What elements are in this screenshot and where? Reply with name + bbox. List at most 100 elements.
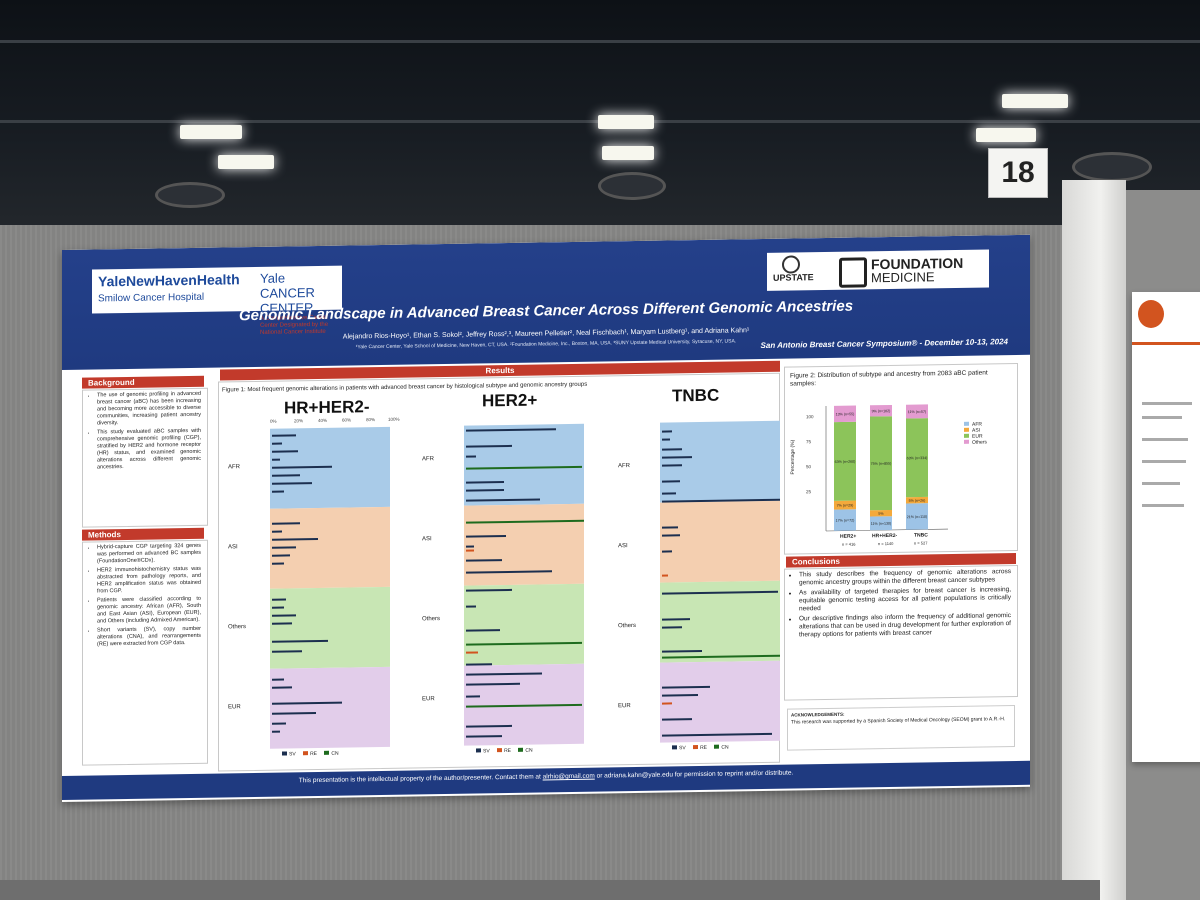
adjacent-poster-text-line: [1142, 416, 1182, 419]
conclusions-bullets: This study describes the frequency of ge…: [785, 566, 1017, 640]
gene-bar: [466, 605, 476, 608]
conclusion-bullet: As availability of targeted therapies fo…: [799, 586, 1011, 613]
foundation-medicine-logo: FOUNDATION MEDICINE: [871, 255, 963, 286]
axis-tick: 80%: [366, 417, 376, 423]
category-label: HR+HER2-: [872, 532, 898, 540]
gene-bar: [272, 450, 298, 453]
fm-word-2: MEDICINE: [871, 269, 935, 286]
y-tick: 50: [806, 464, 812, 470]
legend-item-others: Others: [964, 439, 987, 446]
adjacent-poster-text-line: [1142, 438, 1188, 441]
gene-bar: [272, 606, 284, 609]
sv-swatch: [672, 745, 677, 750]
gene-bar: [272, 537, 318, 541]
panel-tnbc: AFR ASI Others EUR: [618, 420, 780, 746]
y-tick: 75: [806, 439, 812, 445]
segment-label: 75% (n=855): [871, 462, 892, 466]
floor: [0, 880, 1100, 900]
adjacent-poster-logo-icon: [1138, 300, 1164, 328]
gene-bar: [272, 722, 286, 725]
gene-bar: [662, 464, 682, 467]
gene-bar: [466, 663, 492, 666]
gene-bar: [272, 639, 328, 643]
gene-bar: [466, 549, 474, 552]
re-swatch: [693, 745, 699, 750]
legend-cn: CN: [525, 747, 533, 754]
adjacent-poster-text-line: [1142, 504, 1184, 507]
conclusion-bullet: Our descriptive findings also inform the…: [799, 612, 1011, 639]
gene-bar: [662, 492, 676, 495]
category-count: n = 416: [842, 541, 856, 547]
gene-bar: [466, 559, 502, 562]
legend-re: RE: [700, 744, 708, 751]
gene-bar: [662, 626, 682, 629]
legend-cn: CN: [721, 744, 729, 751]
smilow-logo: Smilow Cancer Hospital: [98, 291, 205, 305]
methods-bullet: Short variants (SV), copy number alterat…: [97, 626, 201, 649]
axis-tick: 100%: [388, 416, 400, 422]
gene-bar: [662, 550, 672, 553]
panel-bars: [272, 434, 342, 733]
stacked-bar-segment-eur: [834, 421, 856, 501]
gene-bar: [466, 695, 480, 698]
stacked-bar-segment-eur: [870, 416, 892, 511]
adjacent-poster: [1132, 292, 1200, 762]
methods-bullet: Hybrid-capture CGP targeting 324 genes w…: [97, 543, 201, 566]
figure1-legend: SV RE CN: [470, 748, 533, 755]
gene-bar: [466, 588, 512, 592]
background-bullets: The use of genomic profiling in advanced…: [83, 389, 207, 472]
footer-email-link[interactable]: alrhio@gmail.com: [542, 772, 595, 781]
ceiling-light: [598, 115, 654, 129]
stacked-bar-segment-eur: [906, 418, 928, 498]
gene-bar: [662, 649, 702, 653]
methods-bullets: Hybrid-capture CGP targeting 324 genes w…: [83, 541, 207, 649]
ceiling-light: [1002, 94, 1068, 108]
cn-swatch: [518, 747, 524, 752]
gene-bar: [466, 428, 556, 432]
figure2-chart: 17% (n=72) 7% (n=29) 63% (n=260) 13% (n=55)…: [825, 404, 948, 532]
partner-logos: UPSTATE FOUNDATION MEDICINE: [767, 249, 989, 291]
upstate-seal-icon: [782, 255, 800, 274]
gene-bar: [466, 735, 502, 738]
category-label: HER2+: [840, 533, 857, 540]
board-divider-pole: [1062, 180, 1126, 900]
cn-swatch: [324, 750, 330, 755]
category-count: n = 1140: [878, 540, 894, 547]
gene-bar: [662, 456, 692, 459]
gene-bar: [272, 465, 332, 469]
adjacent-poster-text-line: [1142, 402, 1192, 405]
legend-cn: CN: [331, 750, 339, 757]
axis-tick: 60%: [342, 417, 352, 423]
gene-bar: [272, 546, 296, 549]
gene-bar: [662, 702, 672, 705]
gene-bar: [272, 474, 300, 477]
gene-bar: [272, 622, 292, 625]
gene-bar: [272, 598, 286, 601]
asi-swatch: [964, 427, 969, 432]
legend-sv: SV: [289, 751, 296, 758]
category-label: TNBC: [914, 532, 928, 539]
research-poster: YaleNewHavenHealth Smilow Cancer Hospita…: [62, 234, 1030, 802]
ceiling-light: [976, 128, 1036, 142]
methods-heading: Methods: [82, 527, 204, 541]
conclusions-section: This study describes the frequency of ge…: [784, 564, 1018, 701]
stacked-bar-segment-others: [834, 405, 856, 423]
gene-bar: [466, 535, 506, 538]
legend-sv: SV: [483, 748, 490, 755]
stacked-bar-segment-asi: [834, 500, 856, 510]
footer-text-1: This presentation is the intellectual pr…: [298, 773, 543, 785]
gene-bar: [272, 701, 342, 705]
sv-swatch: [476, 748, 481, 753]
gene-bar: [662, 574, 668, 577]
figure2-legend: AFR ASI EUR Others: [964, 421, 987, 446]
ceiling-light: [180, 125, 242, 139]
panel-bars: [466, 428, 584, 738]
cn-swatch: [714, 744, 720, 749]
axis-tick: 20%: [294, 418, 304, 424]
methods-section: Hybrid-capture CGP targeting 324 genes w…: [82, 539, 208, 766]
ynhh-logo: YaleNewHavenHealth: [98, 271, 240, 290]
stacked-bar-segment-others: [870, 404, 892, 417]
gene-bar: [466, 703, 582, 708]
gene-bar: [662, 526, 678, 529]
legend-re: RE: [310, 750, 318, 758]
